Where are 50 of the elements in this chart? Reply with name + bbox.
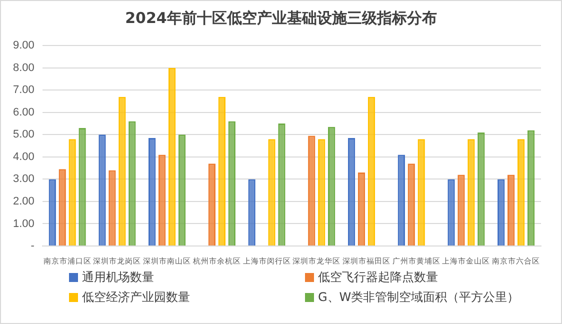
bar <box>48 179 56 246</box>
bar <box>178 134 186 246</box>
bar <box>118 96 126 246</box>
bar <box>108 170 116 246</box>
bar <box>58 169 66 246</box>
y-tick-label: 5.00 <box>12 128 34 141</box>
bar <box>128 121 136 246</box>
bar <box>527 130 535 246</box>
bar <box>228 121 236 246</box>
bar <box>348 138 356 246</box>
bar <box>248 179 256 246</box>
y-tick-label: 9.00 <box>12 40 34 52</box>
bar <box>168 68 176 246</box>
bar <box>507 174 515 246</box>
y-tick-label: 8.00 <box>12 62 34 74</box>
y-tick-label: 1.00 <box>12 218 34 230</box>
bar <box>208 164 216 246</box>
y-tick-label: 4.00 <box>12 150 34 163</box>
chart-title: 2024年前十区低空产业基础设施三级指标分布 <box>124 9 438 29</box>
bar <box>448 179 455 246</box>
bar <box>498 179 505 246</box>
legend-label: 通用机场数量 <box>82 269 154 286</box>
bar <box>368 96 376 246</box>
bar <box>468 139 475 246</box>
bar <box>148 138 156 246</box>
bar <box>158 154 166 246</box>
bar <box>98 134 106 246</box>
bar <box>358 172 366 246</box>
bar <box>398 154 405 246</box>
y-tick-label: 6.00 <box>12 106 34 118</box>
bar <box>478 132 485 246</box>
bar <box>458 174 465 246</box>
bar <box>68 139 76 246</box>
bar <box>308 136 316 246</box>
bar <box>328 126 336 246</box>
bar <box>268 139 276 246</box>
bar <box>517 139 525 246</box>
y-tick-label: 7.00 <box>12 84 34 96</box>
y-tick-label: - <box>30 240 35 252</box>
legend-label: 低空经济产业园数量 <box>82 289 190 306</box>
bar <box>408 164 415 246</box>
bar <box>418 139 425 246</box>
bar <box>318 139 326 246</box>
bar <box>78 128 86 246</box>
legend-label: 低空飞行器起降点数量 <box>318 269 438 286</box>
y-tick-label: 2.00 <box>12 196 34 208</box>
bar <box>278 124 286 246</box>
legend-label: G、W类非管制空域面积（平方公里） <box>318 289 520 306</box>
y-tick-label: 3.00 <box>12 173 34 186</box>
bar <box>218 96 226 246</box>
